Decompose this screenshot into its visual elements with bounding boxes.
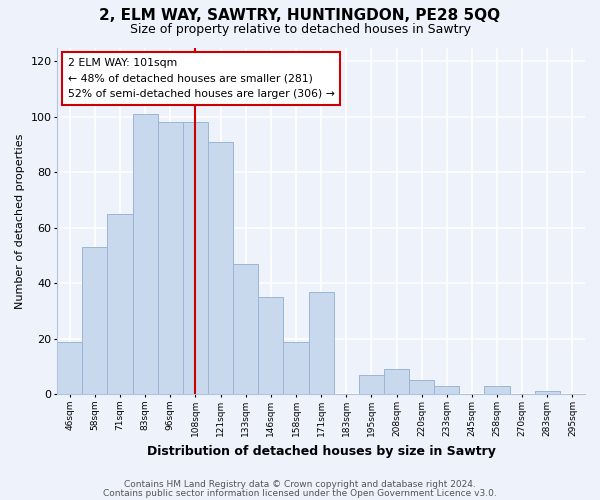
X-axis label: Distribution of detached houses by size in Sawtry: Distribution of detached houses by size …: [146, 444, 496, 458]
Text: Contains HM Land Registry data © Crown copyright and database right 2024.: Contains HM Land Registry data © Crown c…: [124, 480, 476, 489]
Bar: [183, 122, 208, 394]
Text: Size of property relative to detached houses in Sawtry: Size of property relative to detached ho…: [130, 22, 470, 36]
Text: 2 ELM WAY: 101sqm
← 48% of detached houses are smaller (281)
52% of semi-detache: 2 ELM WAY: 101sqm ← 48% of detached hous…: [68, 58, 335, 99]
Text: Contains public sector information licensed under the Open Government Licence v3: Contains public sector information licen…: [103, 488, 497, 498]
Bar: [434, 386, 460, 394]
Bar: [158, 122, 183, 394]
Bar: [258, 297, 283, 394]
Bar: [208, 142, 233, 394]
Bar: [359, 375, 384, 394]
Bar: [535, 392, 560, 394]
Bar: [133, 114, 158, 394]
Bar: [308, 292, 334, 394]
Y-axis label: Number of detached properties: Number of detached properties: [15, 133, 25, 308]
Bar: [107, 214, 133, 394]
Bar: [484, 386, 509, 394]
Text: 2, ELM WAY, SAWTRY, HUNTINGDON, PE28 5QQ: 2, ELM WAY, SAWTRY, HUNTINGDON, PE28 5QQ: [100, 8, 500, 22]
Bar: [57, 342, 82, 394]
Bar: [409, 380, 434, 394]
Bar: [233, 264, 258, 394]
Bar: [283, 342, 308, 394]
Bar: [82, 247, 107, 394]
Bar: [384, 370, 409, 394]
